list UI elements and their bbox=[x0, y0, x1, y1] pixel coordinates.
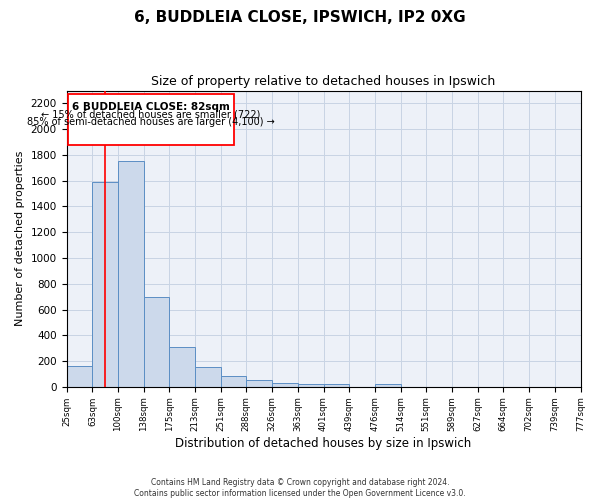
Text: 85% of semi-detached houses are larger (4,100) →: 85% of semi-detached houses are larger (… bbox=[27, 117, 275, 127]
Bar bbox=[195, 367, 221, 387]
X-axis label: Distribution of detached houses by size in Ipswich: Distribution of detached houses by size … bbox=[175, 437, 472, 450]
Bar bbox=[92, 182, 118, 387]
Title: Size of property relative to detached houses in Ipswich: Size of property relative to detached ho… bbox=[151, 75, 496, 88]
Text: 6, BUDDLEIA CLOSE, IPSWICH, IP2 0XG: 6, BUDDLEIA CLOSE, IPSWICH, IP2 0XG bbox=[134, 10, 466, 25]
Bar bbox=[375, 384, 401, 387]
Y-axis label: Number of detached properties: Number of detached properties bbox=[15, 151, 25, 326]
Text: Contains HM Land Registry data © Crown copyright and database right 2024.
Contai: Contains HM Land Registry data © Crown c… bbox=[134, 478, 466, 498]
Text: 6 BUDDLEIA CLOSE: 82sqm: 6 BUDDLEIA CLOSE: 82sqm bbox=[72, 102, 230, 112]
Bar bbox=[323, 384, 349, 387]
Bar bbox=[118, 162, 144, 387]
Bar bbox=[298, 384, 323, 387]
Bar bbox=[221, 376, 246, 387]
Bar bbox=[144, 296, 169, 387]
Bar bbox=[272, 383, 298, 387]
Text: ← 15% of detached houses are smaller (722): ← 15% of detached houses are smaller (72… bbox=[41, 109, 260, 119]
Bar bbox=[246, 380, 272, 387]
Bar bbox=[169, 347, 195, 387]
Bar bbox=[67, 366, 92, 387]
Bar bbox=[68, 94, 234, 146]
